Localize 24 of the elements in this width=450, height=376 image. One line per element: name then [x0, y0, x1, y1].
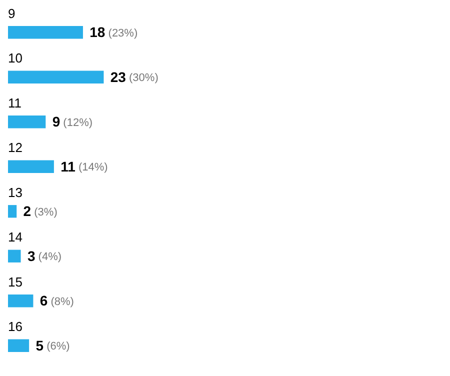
data-label: 2 (3%) [23, 203, 58, 220]
y-tick-label: 13 [8, 184, 22, 200]
bar [8, 70, 104, 84]
bar [8, 160, 54, 173]
bar [8, 250, 21, 262]
data-label: 9 (12%) [52, 114, 93, 130]
data-label: 5 (6%) [36, 337, 70, 354]
bar [8, 116, 46, 128]
data-label: 6 (8%) [40, 292, 74, 309]
y-tick-label: 12 [8, 140, 22, 156]
y-tick-label: 15 [8, 274, 22, 290]
data-label: 11 (14%) [60, 158, 108, 174]
y-tick-label: 14 [8, 230, 22, 245]
y-tick-label: 11 [8, 95, 22, 110]
data-label: 23 (30%) [110, 68, 158, 85]
data-label: 3 (4%) [27, 248, 62, 264]
bar [8, 26, 83, 39]
bar [8, 294, 34, 308]
y-tick-label: 9 [8, 6, 16, 21]
y-tick-label: 10 [8, 50, 22, 66]
y-tick-label: 16 [8, 319, 22, 334]
bar [8, 205, 17, 218]
data-label: 18 (23%) [90, 24, 138, 40]
bar [8, 339, 30, 352]
